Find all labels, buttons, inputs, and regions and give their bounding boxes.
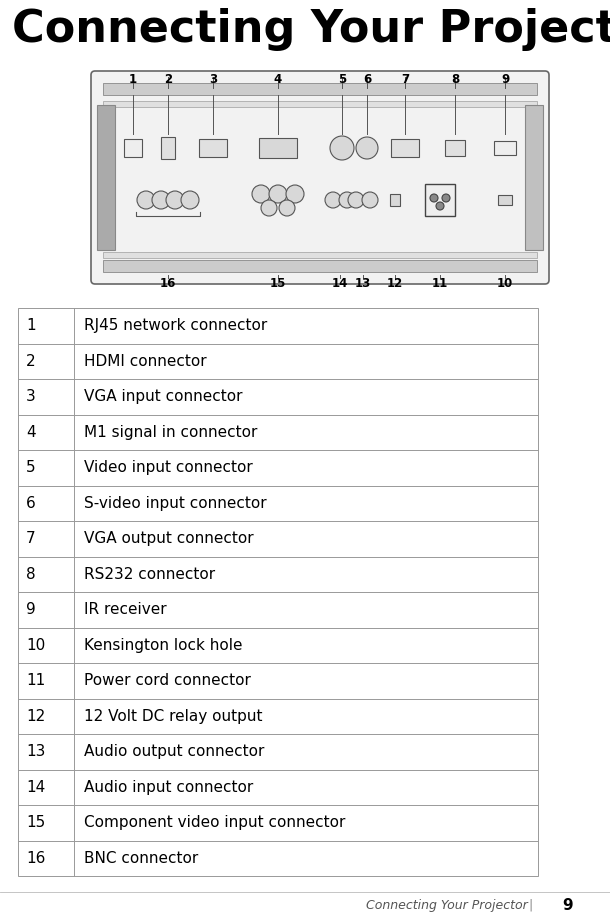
Circle shape xyxy=(269,185,287,203)
Text: Component video input connector: Component video input connector xyxy=(84,815,345,830)
Text: |: | xyxy=(529,898,533,911)
Text: 3: 3 xyxy=(26,389,36,404)
Text: 11: 11 xyxy=(26,674,45,688)
Circle shape xyxy=(137,191,155,209)
Circle shape xyxy=(330,136,354,160)
Text: VGA input connector: VGA input connector xyxy=(84,389,243,404)
Circle shape xyxy=(261,200,277,216)
Text: 9: 9 xyxy=(26,602,36,617)
Text: 3: 3 xyxy=(209,73,217,86)
Circle shape xyxy=(348,192,364,208)
Circle shape xyxy=(286,185,304,203)
Bar xyxy=(525,105,543,250)
Text: 5: 5 xyxy=(338,73,346,86)
Text: 16: 16 xyxy=(26,851,45,866)
Text: HDMI connector: HDMI connector xyxy=(84,354,207,368)
Text: Connecting Your Projector: Connecting Your Projector xyxy=(12,8,610,51)
Circle shape xyxy=(152,191,170,209)
Text: 13: 13 xyxy=(355,277,371,290)
Bar xyxy=(498,195,512,205)
Text: Power cord connector: Power cord connector xyxy=(84,674,251,688)
Text: 10: 10 xyxy=(497,277,513,290)
Text: 9: 9 xyxy=(501,73,509,86)
Bar xyxy=(199,139,227,157)
Circle shape xyxy=(356,137,378,159)
Bar xyxy=(161,137,175,159)
Text: 6: 6 xyxy=(26,495,36,511)
Text: VGA output connector: VGA output connector xyxy=(84,531,254,547)
Text: 12: 12 xyxy=(26,708,45,724)
FancyBboxPatch shape xyxy=(91,71,549,284)
Text: Audio input connector: Audio input connector xyxy=(84,780,253,795)
Text: 12 Volt DC relay output: 12 Volt DC relay output xyxy=(84,708,262,724)
Text: 8: 8 xyxy=(451,73,459,86)
Text: 6: 6 xyxy=(363,73,371,86)
Text: 15: 15 xyxy=(270,277,286,290)
Circle shape xyxy=(252,185,270,203)
Text: 7: 7 xyxy=(26,531,35,547)
Bar xyxy=(103,252,537,258)
Circle shape xyxy=(166,191,184,209)
Text: 7: 7 xyxy=(401,73,409,86)
Text: 2: 2 xyxy=(26,354,35,368)
Text: 14: 14 xyxy=(26,780,45,795)
Bar xyxy=(390,194,400,206)
Bar xyxy=(103,101,537,107)
Text: Audio output connector: Audio output connector xyxy=(84,744,264,760)
Circle shape xyxy=(436,202,444,210)
Text: RS232 connector: RS232 connector xyxy=(84,567,215,581)
Circle shape xyxy=(339,192,355,208)
Bar xyxy=(124,139,142,157)
Bar xyxy=(259,138,297,158)
Circle shape xyxy=(181,191,199,209)
Text: 8: 8 xyxy=(26,567,35,581)
Bar xyxy=(18,308,538,876)
Circle shape xyxy=(362,192,378,208)
Text: M1 signal in connector: M1 signal in connector xyxy=(84,425,257,440)
Text: 16: 16 xyxy=(160,277,176,290)
Text: 1: 1 xyxy=(26,318,35,334)
Circle shape xyxy=(325,192,341,208)
Circle shape xyxy=(279,200,295,216)
Bar xyxy=(103,260,537,272)
Bar xyxy=(494,141,516,155)
Text: 14: 14 xyxy=(332,277,348,290)
Text: 1: 1 xyxy=(129,73,137,86)
Bar xyxy=(103,83,537,95)
Text: 5: 5 xyxy=(26,461,35,475)
Text: Video input connector: Video input connector xyxy=(84,461,253,475)
Text: Connecting Your Projector: Connecting Your Projector xyxy=(366,898,528,911)
Text: 13: 13 xyxy=(26,744,45,760)
Text: 2: 2 xyxy=(164,73,172,86)
Text: 11: 11 xyxy=(432,277,448,290)
Text: 4: 4 xyxy=(274,73,282,86)
Text: IR receiver: IR receiver xyxy=(84,602,167,617)
Text: BNC connector: BNC connector xyxy=(84,851,198,866)
Text: RJ45 network connector: RJ45 network connector xyxy=(84,318,267,334)
Bar xyxy=(97,105,115,250)
Text: 4: 4 xyxy=(26,425,35,440)
Circle shape xyxy=(442,194,450,202)
Text: 10: 10 xyxy=(26,638,45,653)
Circle shape xyxy=(430,194,438,202)
Text: Kensington lock hole: Kensington lock hole xyxy=(84,638,243,653)
Bar xyxy=(425,184,455,216)
Bar xyxy=(391,139,419,157)
Text: 9: 9 xyxy=(562,898,573,912)
Text: 15: 15 xyxy=(26,815,45,830)
Text: S-video input connector: S-video input connector xyxy=(84,495,267,511)
Bar xyxy=(445,140,465,156)
Text: 12: 12 xyxy=(387,277,403,290)
